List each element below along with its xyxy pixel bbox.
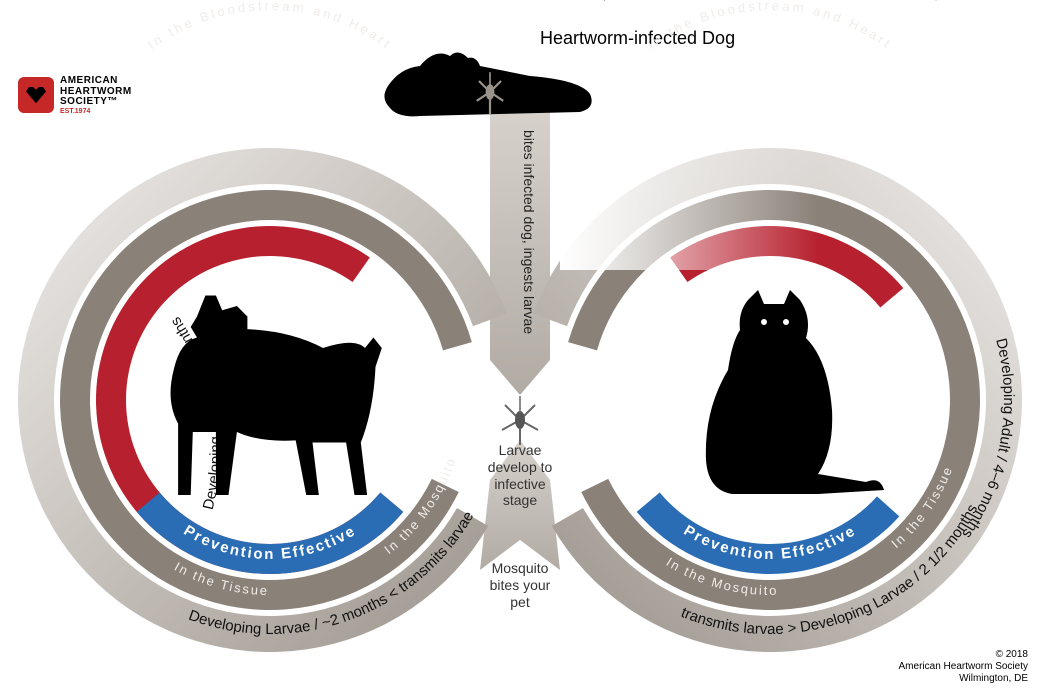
mosquito-center-icon xyxy=(502,396,538,445)
bites-infected-text: bites infected dog, ingests larvae xyxy=(521,130,537,334)
right-fade-overlay xyxy=(560,140,820,270)
copyright-line3: Wilmington, DE xyxy=(899,673,1028,685)
mosquito-bites-text: Mosquito bites your pet xyxy=(482,560,558,610)
copyright: © 2018 American Heartworm Society Wilmin… xyxy=(899,649,1028,685)
svg-text:Treatment Required: Treatment Required xyxy=(164,69,377,120)
lying-dog-icon xyxy=(384,52,591,116)
standing-dog-icon xyxy=(171,296,382,496)
svg-text:In the Bloodstream and Heart: In the Bloodstream and Heart xyxy=(145,0,396,52)
copyright-line2: American Heartworm Society xyxy=(899,661,1028,673)
sitting-cat-icon xyxy=(706,290,884,494)
svg-text:Treatment Unavailable: Treatment Unavailable xyxy=(819,36,1004,163)
copyright-line1: © 2018 xyxy=(899,649,1028,661)
stage: AMERICAN HEARTWORM SOCIETY™ EST.1974 Hea… xyxy=(0,0,1040,695)
larvae-develop-text: Larvae develop to infective stage xyxy=(485,442,555,509)
